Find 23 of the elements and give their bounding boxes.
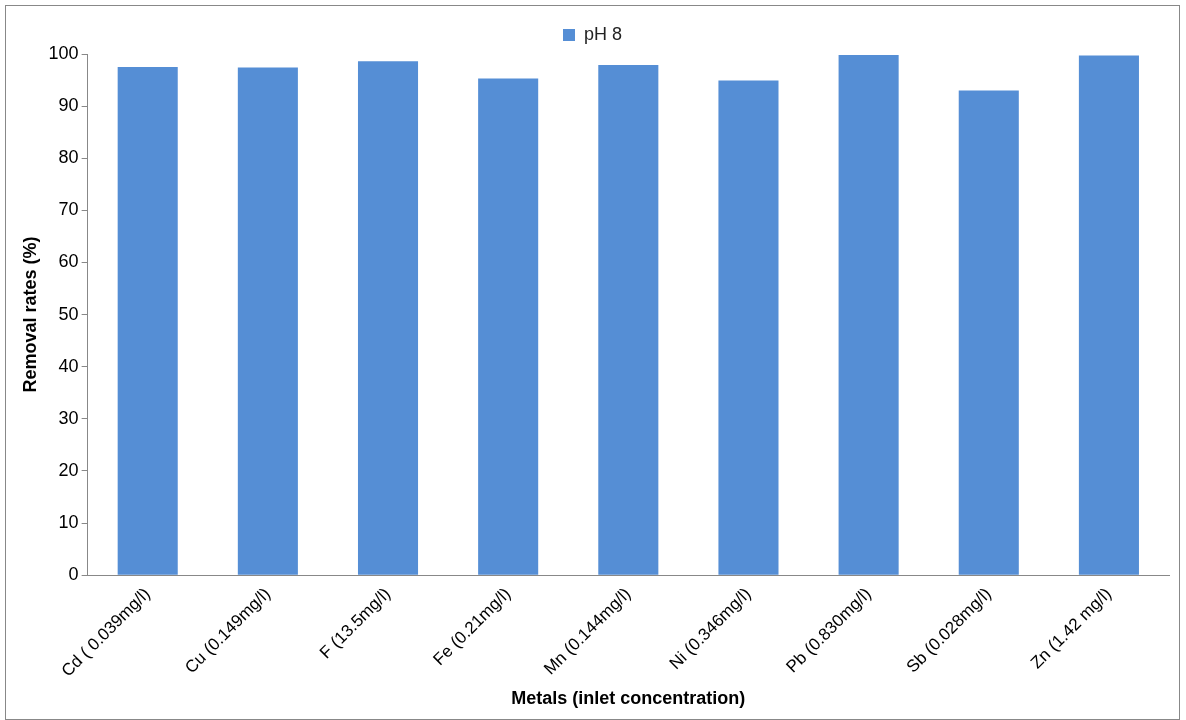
bar: [117, 67, 178, 575]
y-axis-title: Removal rates (%): [19, 236, 40, 393]
bar: [718, 80, 779, 575]
bar: [478, 78, 539, 575]
y-tick-label: 70: [58, 199, 79, 220]
y-tick-label: 30: [58, 407, 79, 428]
bar: [1078, 55, 1139, 575]
bar: [598, 64, 659, 575]
y-tick-label: 90: [58, 95, 79, 116]
y-tick-label: 20: [58, 459, 79, 480]
y-tick-label: 10: [58, 511, 79, 532]
y-tick-label: 50: [58, 303, 79, 324]
bar: [958, 90, 1019, 575]
y-tick-label: 100: [48, 42, 79, 63]
y-tick-label: 40: [58, 355, 79, 376]
legend-label: pH 8: [583, 23, 623, 44]
bar: [838, 55, 899, 575]
bar: [237, 67, 298, 575]
y-tick-label: 60: [58, 251, 79, 272]
bar: [357, 61, 419, 575]
y-tick-label: 0: [68, 564, 79, 585]
y-tick-label: 80: [58, 147, 79, 168]
x-axis-title: Metals (inlet concentration): [511, 688, 746, 709]
